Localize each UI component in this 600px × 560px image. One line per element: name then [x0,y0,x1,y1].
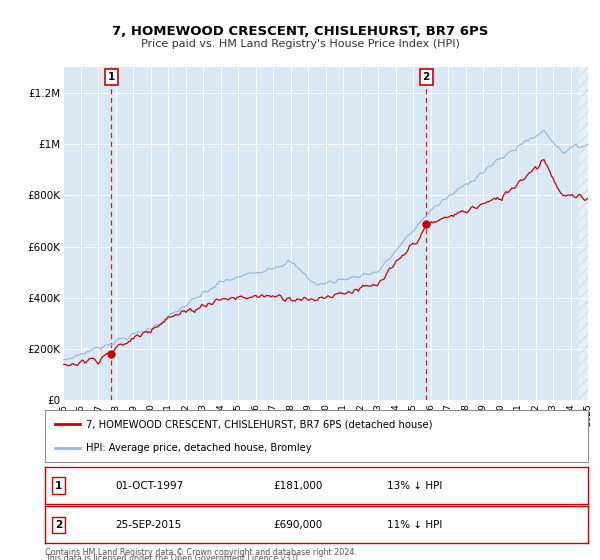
Text: 2: 2 [422,72,430,82]
Text: 7, HOMEWOOD CRESCENT, CHISLEHURST, BR7 6PS: 7, HOMEWOOD CRESCENT, CHISLEHURST, BR7 6… [112,25,488,38]
Text: 25-SEP-2015: 25-SEP-2015 [116,520,182,530]
Text: £690,000: £690,000 [273,520,322,530]
Text: 1: 1 [55,480,62,491]
Text: 13% ↓ HPI: 13% ↓ HPI [387,480,442,491]
Text: 11% ↓ HPI: 11% ↓ HPI [387,520,442,530]
Text: Price paid vs. HM Land Registry's House Price Index (HPI): Price paid vs. HM Land Registry's House … [140,39,460,49]
Text: This data is licensed under the Open Government Licence v3.0.: This data is licensed under the Open Gov… [45,554,301,560]
Text: 1: 1 [107,72,115,82]
Bar [579,67,588,400]
Text: 2: 2 [55,520,62,530]
Text: HPI: Average price, detached house, Bromley: HPI: Average price, detached house, Brom… [86,443,311,453]
Text: 01-OCT-1997: 01-OCT-1997 [116,480,184,491]
Text: 7, HOMEWOOD CRESCENT, CHISLEHURST, BR7 6PS (detached house): 7, HOMEWOOD CRESCENT, CHISLEHURST, BR7 6… [86,419,432,430]
Text: £181,000: £181,000 [273,480,322,491]
Text: Contains HM Land Registry data © Crown copyright and database right 2024.: Contains HM Land Registry data © Crown c… [45,548,357,557]
